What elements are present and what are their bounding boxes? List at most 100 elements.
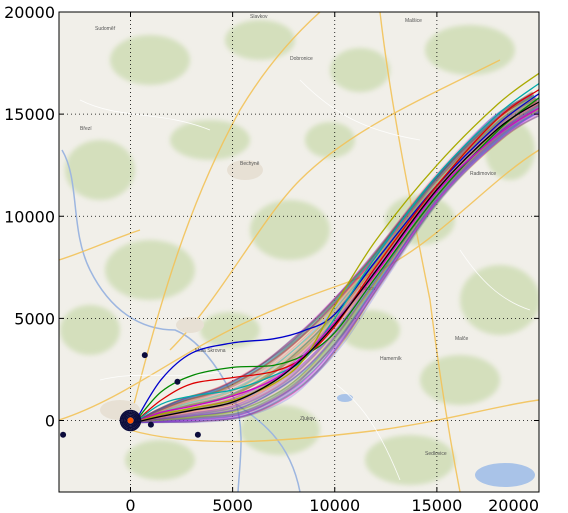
trajectory-line: [134, 93, 533, 424]
x-tick-label: 10000: [309, 496, 360, 513]
trajectory-line: [134, 114, 539, 424]
trajectory-line: [134, 94, 533, 424]
trajectory-line: [134, 107, 539, 424]
trajectory-line: [134, 93, 532, 424]
map-label: Sedlovice: [425, 451, 447, 457]
trajectory-line: [134, 94, 532, 424]
series-lines: [134, 72, 539, 424]
axis-ticks: 0 5000 10000 15000 20000 0 5000 10000 15000 20000: [4, 3, 540, 513]
trajectory-line: [134, 92, 533, 424]
map-label: Malá Skrovna: [195, 348, 226, 354]
y-tick-label: 20000: [4, 3, 55, 22]
trajectory-line: [134, 109, 539, 424]
map-label: Březí: [80, 126, 92, 132]
trajectory-line: [134, 92, 534, 424]
trajectory-line: [134, 95, 533, 424]
map-label: Radimovice: [470, 171, 496, 177]
x-tick-label: 0: [125, 496, 135, 513]
map-label: Dobronice: [290, 56, 313, 62]
trajectory-line: [134, 95, 533, 424]
map-label: Malšice: [405, 18, 422, 24]
trajectory-line: [134, 93, 533, 424]
trajectory-line: [134, 91, 533, 424]
origin-ring: [125, 415, 136, 426]
trajectory-line: [134, 94, 535, 424]
trajectory-line: [134, 94, 535, 424]
trajectory-line: [134, 97, 537, 424]
series-line: [134, 101, 539, 424]
trajectory-line: [134, 93, 534, 424]
trajectory-line: [134, 110, 539, 424]
y-tick-label: 10000: [4, 207, 55, 226]
trajectory-line: [134, 97, 535, 424]
trajectory-line: [134, 93, 534, 424]
point-marker: [194, 431, 201, 438]
point-marker: [147, 421, 154, 428]
trajectory-line: [134, 109, 539, 424]
trajectory-line: [134, 111, 539, 424]
map-label: Zlukov: [300, 416, 315, 422]
point-marker: [174, 378, 181, 385]
x-tick-label: 20000: [488, 496, 539, 513]
trajectory-line: [134, 111, 539, 424]
x-tick-label: 15000: [411, 496, 462, 513]
trajectory-line: [134, 108, 539, 424]
trajectory-line: [134, 93, 533, 424]
trajectory-line: [134, 115, 539, 424]
markers: [60, 352, 201, 438]
trajectory-line: [134, 112, 539, 424]
trajectory-line: [134, 95, 533, 424]
origin-ring: [121, 411, 140, 430]
map-label: Hamerník: [380, 356, 402, 362]
map-background: Sudoměř Slavkov Malšice Dobronice Bechyn…: [59, 12, 539, 492]
trajectory-line: [134, 94, 537, 424]
trajectory-line: [134, 109, 539, 424]
trajectory-line: [134, 94, 535, 424]
trajectory-line: [134, 110, 539, 424]
y-tick-label: 5000: [14, 309, 55, 328]
trajectory-line: [134, 95, 535, 424]
trajectory-line: [134, 93, 533, 424]
trajectory-line: [134, 100, 539, 424]
trajectory-line: [134, 106, 539, 424]
trajectory-line: [134, 109, 539, 424]
map-label: Sudoměř: [95, 26, 116, 32]
trajectory-line: [134, 95, 535, 424]
origin-marker: [127, 417, 134, 424]
trajectory-line: [134, 108, 539, 424]
y-tick-label: 15000: [4, 105, 55, 124]
map-label: Bechyně: [240, 161, 260, 167]
trajectory-line: [134, 107, 539, 424]
trajectory-line: [134, 110, 539, 424]
trajectory-line: [134, 114, 539, 424]
origin-ring: [122, 412, 139, 429]
y-tick-label: 0: [45, 412, 55, 431]
point-marker: [60, 431, 67, 438]
origin-ring: [119, 409, 142, 432]
trajectory-line: [134, 91, 532, 424]
trajectory-line: [134, 108, 539, 424]
trajectory-line: [134, 111, 539, 424]
plot-frame: [58, 11, 540, 493]
trajectory-line: [134, 96, 534, 424]
trajectory-line: [134, 111, 539, 424]
trajectory-line: [134, 95, 535, 424]
trajectory-line: [134, 107, 539, 424]
trajectory-line: [134, 93, 533, 424]
trajectory-line: [134, 98, 538, 424]
trajectory-line: [134, 111, 539, 424]
trajectory-line: [134, 107, 539, 424]
trajectory-line: [134, 107, 539, 424]
trajectory-line: [134, 97, 534, 424]
trajectory-line: [134, 110, 539, 424]
x-tick-label: 5000: [212, 496, 253, 513]
trajectory-line: [134, 92, 534, 424]
series-line: [134, 93, 539, 423]
trajectory-line: [134, 105, 539, 424]
trajectory-line: [134, 107, 539, 424]
trajectory-line: [134, 113, 539, 424]
trajectory-line: [134, 113, 539, 424]
trajectory-line: [134, 111, 539, 424]
trajectory-line: [134, 93, 535, 424]
